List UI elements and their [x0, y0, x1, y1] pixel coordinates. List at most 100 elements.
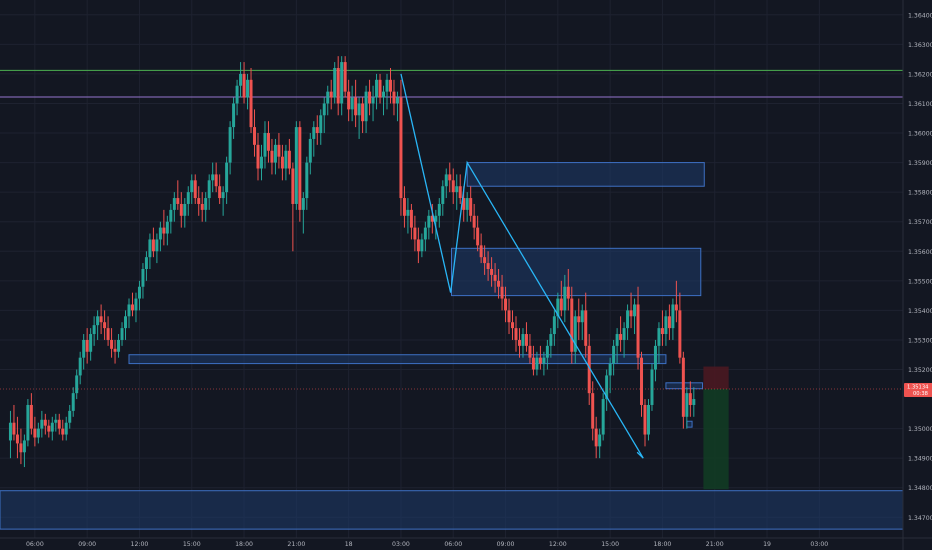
candle [622, 322, 626, 358]
candle [437, 198, 441, 228]
candle [375, 73, 379, 110]
take-profit-area [703, 389, 729, 490]
candle-body [493, 274, 497, 281]
candle [141, 263, 145, 299]
candle-body [197, 198, 201, 204]
candle-body [357, 103, 361, 116]
candle-body [413, 227, 417, 240]
candle-body [521, 334, 525, 346]
candle-body [409, 209, 413, 228]
candle-body [110, 339, 114, 349]
candle [134, 292, 138, 323]
candle-body [490, 269, 494, 275]
price-axis[interactable]: 1.36400 1.36300 1.36200 1.36100 1.36000 1.359… [902, 0, 932, 550]
candle [75, 369, 79, 400]
candle-body [688, 393, 692, 405]
zone-6 [686, 420, 693, 428]
candle-body [643, 404, 647, 435]
x-tick-label: 12:00 [131, 541, 149, 548]
y-tick-label: 1.36400 [908, 12, 932, 19]
candle [155, 233, 159, 264]
candle [549, 328, 553, 358]
candle-body [312, 127, 316, 139]
candle [423, 221, 427, 252]
candle-body [256, 144, 260, 169]
candle [221, 186, 225, 216]
candle-body [148, 239, 152, 258]
stop-loss-area [703, 366, 729, 390]
candle [650, 363, 654, 411]
y-tick-label: 1.34700 [908, 515, 932, 522]
time-axis[interactable]: 06:00 09:00 12:00 15:00 18:00 21:00 18 03:00 06:… [0, 537, 932, 548]
candle-body [354, 97, 358, 116]
candle-body [511, 322, 515, 329]
candle-body [162, 227, 166, 234]
candle-body [671, 304, 675, 329]
candle-body [294, 127, 298, 204]
x-tick-label: 19 [763, 541, 771, 548]
candle [242, 62, 246, 104]
candle [54, 413, 58, 432]
candle-body [615, 334, 619, 346]
candle [385, 73, 389, 110]
candle-body [211, 174, 215, 181]
x-tick-label: 18:00 [235, 541, 253, 548]
candle-body [54, 419, 58, 423]
candle-body [47, 425, 51, 432]
candle-body [598, 434, 602, 447]
candle [483, 245, 487, 275]
candle-body [580, 310, 584, 323]
candle-body [395, 97, 399, 104]
y-tick-label: 1.36100 [908, 101, 932, 108]
candle [416, 227, 420, 264]
position-tool[interactable] [703, 366, 729, 490]
candle [22, 434, 26, 468]
candle-body [531, 357, 535, 370]
candle-body [556, 298, 560, 317]
candle [479, 233, 483, 264]
candle [253, 109, 257, 157]
candle-body [204, 198, 208, 210]
candle-body [559, 298, 563, 311]
candle-body [504, 298, 508, 311]
candle [643, 399, 647, 447]
candle [594, 416, 598, 459]
candle [535, 351, 539, 376]
candle [469, 186, 473, 222]
candle-body [103, 322, 107, 329]
candle-body [298, 127, 302, 210]
y-tick-label: 1.35300 [908, 337, 932, 344]
candle-body [573, 316, 577, 352]
candle [78, 351, 82, 385]
zone-3 [128, 354, 667, 365]
candle [246, 73, 250, 110]
candle-body [144, 257, 148, 269]
candle [273, 138, 277, 175]
candle [40, 410, 44, 438]
candle [678, 292, 682, 364]
candle [636, 286, 640, 370]
candle-body [653, 345, 657, 370]
x-tick-label: 21:00 [706, 541, 724, 548]
candle [89, 328, 93, 361]
candle [266, 121, 270, 163]
candle [559, 280, 563, 317]
candle [263, 121, 267, 169]
candle [291, 162, 295, 252]
candle-body [570, 298, 574, 352]
y-tick-label: 1.34800 [908, 485, 932, 492]
candle [490, 257, 494, 287]
zone-1 [466, 162, 705, 187]
candle [517, 328, 521, 358]
candle [591, 381, 595, 441]
candle-body [500, 286, 504, 299]
candle [33, 416, 37, 447]
candle-body [130, 304, 134, 311]
candle-body [549, 334, 553, 346]
candle [29, 393, 33, 435]
candle-body [626, 310, 630, 329]
candle-body [165, 221, 169, 234]
candle-body [545, 345, 549, 358]
candle-body [232, 103, 236, 128]
